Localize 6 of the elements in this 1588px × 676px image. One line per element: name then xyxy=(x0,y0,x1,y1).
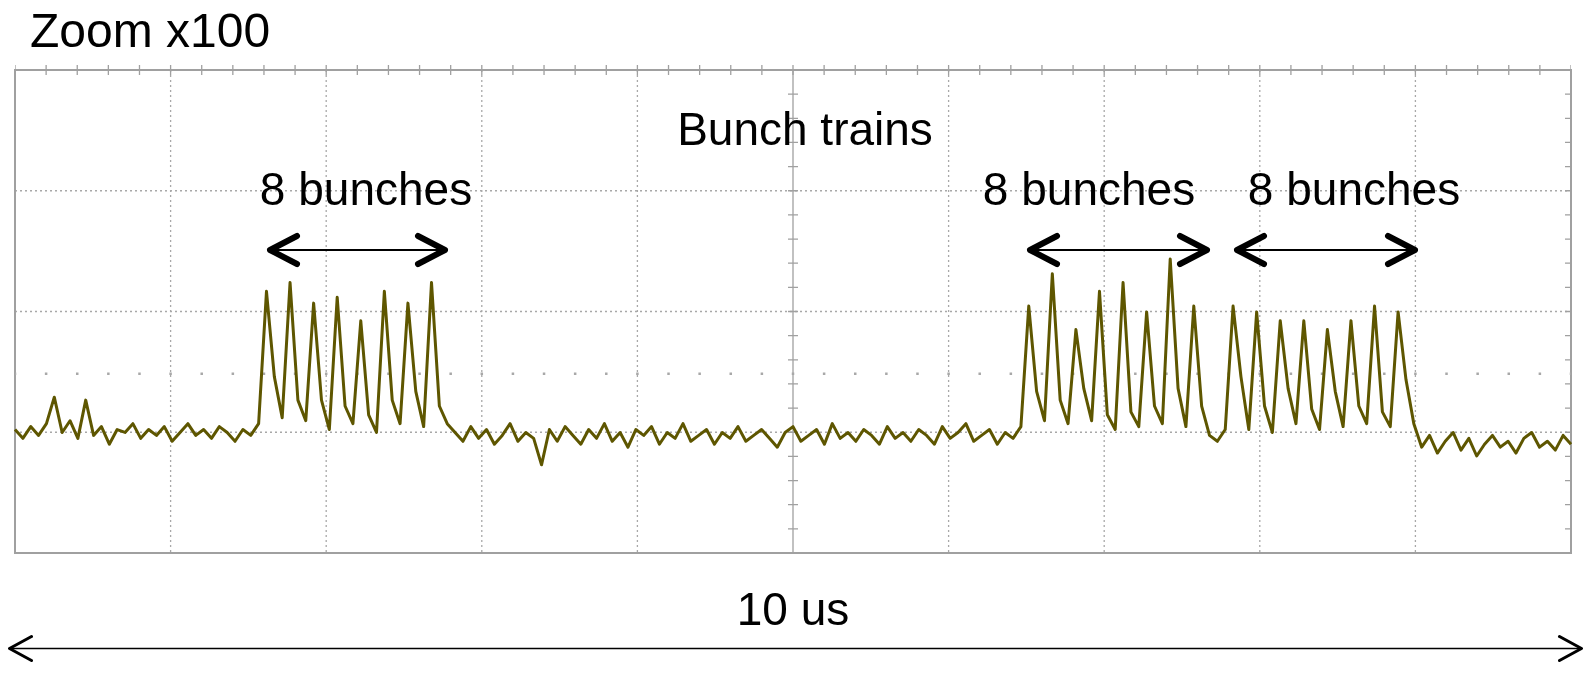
text: Bunch trains xyxy=(677,103,933,155)
text: 8 bunches xyxy=(982,163,1196,215)
chart-title: Zoom x100 xyxy=(30,4,271,57)
text: 8 bunches xyxy=(1247,163,1461,215)
text: 8 bunches xyxy=(259,163,473,215)
x-axis-title: 10 us xyxy=(736,583,850,635)
